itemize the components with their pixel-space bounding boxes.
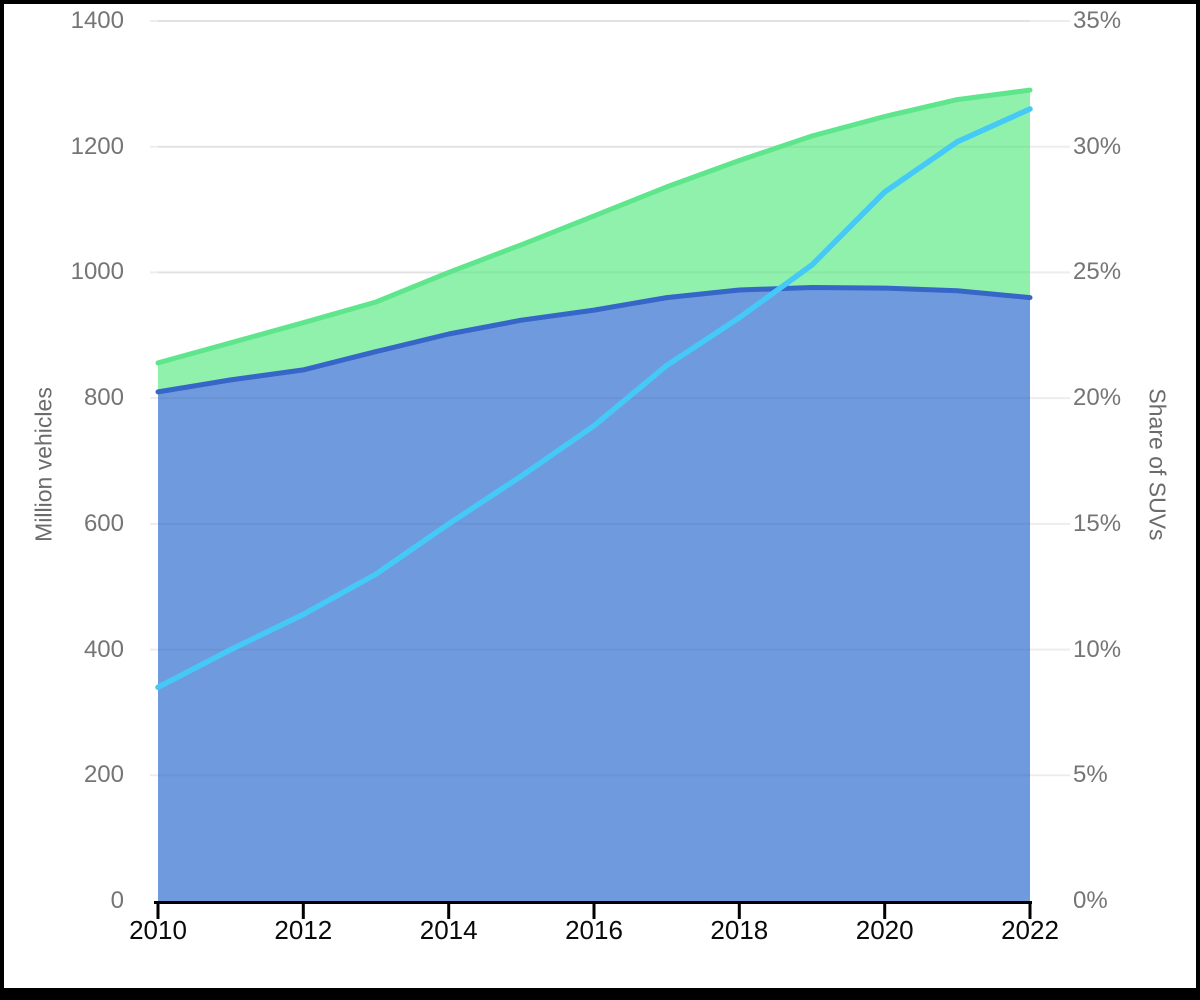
x-axis-tick-label: 2016 bbox=[565, 915, 623, 945]
y-axis-tick-label-left: 600 bbox=[83, 509, 124, 537]
y-axis-tick-label-right: 15% bbox=[1073, 509, 1122, 537]
x-axis-tick-label: 2014 bbox=[419, 915, 478, 945]
y-axis-tick-label-right: 30% bbox=[1073, 132, 1122, 160]
y-axis-tick-label-left: 1400 bbox=[70, 7, 124, 34]
y-axis-tick-label-right: 20% bbox=[1073, 384, 1122, 412]
left-axis-title: Million vehicles bbox=[30, 387, 57, 542]
x-axis-tick-label: 2012 bbox=[274, 915, 333, 945]
chart-canvas: 0 200 400 600 800 1000 1200 1400 0% 5% 10% 15% 20% 25… bbox=[4, 4, 1196, 988]
x-axis-tick-label: 2022 bbox=[1001, 915, 1059, 945]
x-axis-tick-label: 2020 bbox=[855, 915, 914, 945]
y-axis-tick-label-right: 10% bbox=[1073, 635, 1122, 663]
y-axis-tick-label-right: 35% bbox=[1073, 7, 1122, 34]
suv-share-line bbox=[155, 106, 1033, 691]
x-axis-tick-label: 2010 bbox=[129, 915, 187, 945]
y-axis-tick-label-right: 5% bbox=[1073, 761, 1108, 789]
blue-area-edge-line bbox=[155, 285, 1033, 395]
y-axis-tick-label-left: 1000 bbox=[70, 258, 124, 286]
green-area-edge-line bbox=[155, 87, 1033, 366]
y-axis-tick-label-left: 400 bbox=[83, 635, 124, 663]
y-axis-tick-label-left: 0 bbox=[110, 887, 124, 914]
y-axis-tick-label-right: 0% bbox=[1073, 887, 1108, 914]
y-axis-tick-label-left: 800 bbox=[83, 384, 124, 412]
x-axis-tick-label: 2018 bbox=[710, 915, 769, 945]
right-axis-title: Share of SUVs bbox=[1144, 388, 1171, 541]
y-axis-tick-label-left: 1200 bbox=[70, 132, 124, 160]
blue-area-fill bbox=[158, 287, 1030, 901]
y-axis-tick-label-left: 200 bbox=[83, 761, 124, 789]
y-axis-tick-label-right: 25% bbox=[1073, 258, 1122, 286]
